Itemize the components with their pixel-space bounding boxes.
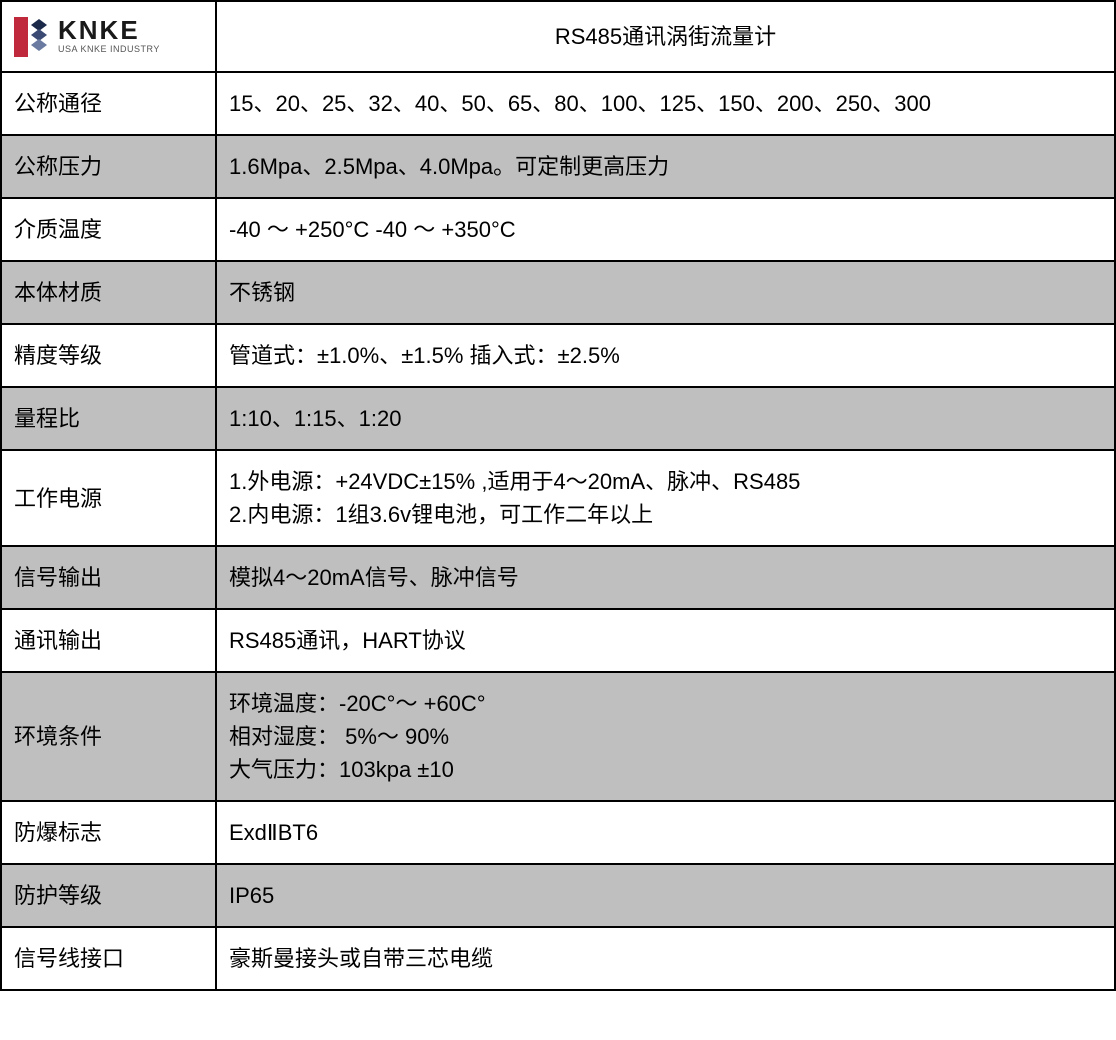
- spec-value: -40 ～ +250°C -40 ～ +350°C: [216, 198, 1115, 261]
- spec-label: 工作电源: [1, 450, 216, 546]
- page-title: RS485通讯涡街流量计: [216, 1, 1115, 72]
- spec-value: 1.6Mpa、2.5Mpa、4.0Mpa。可定制更高压力: [216, 135, 1115, 198]
- logo-cell: KNKE USA KNKE INDUSTRY: [1, 1, 216, 72]
- knke-logo-icon: [14, 15, 50, 59]
- spec-label: 防爆标志: [1, 801, 216, 864]
- spec-label: 防护等级: [1, 864, 216, 927]
- spec-value: 模拟4～20mA信号、脉冲信号: [216, 546, 1115, 609]
- table-row: 防爆标志ExdⅡBT6: [1, 801, 1115, 864]
- spec-value: IP65: [216, 864, 1115, 927]
- table-row: 精度等级管道式：±1.0%、±1.5% 插入式：±2.5%: [1, 324, 1115, 387]
- spec-value: 管道式：±1.0%、±1.5% 插入式：±2.5%: [216, 324, 1115, 387]
- logo-text: KNKE USA KNKE INDUSTRY: [58, 17, 160, 56]
- spec-label: 环境条件: [1, 672, 216, 801]
- spec-label: 公称压力: [1, 135, 216, 198]
- table-row: 信号输出模拟4～20mA信号、脉冲信号: [1, 546, 1115, 609]
- spec-label: 信号线接口: [1, 927, 216, 990]
- header-row: KNKE USA KNKE INDUSTRY RS485通讯涡街流量计: [1, 1, 1115, 72]
- spec-value: 15、20、25、32、40、50、65、80、100、125、150、200、…: [216, 72, 1115, 135]
- table-row: 信号线接口豪斯曼接头或自带三芯电缆: [1, 927, 1115, 990]
- spec-label: 量程比: [1, 387, 216, 450]
- logo-brand: KNKE: [58, 17, 160, 43]
- spec-value: 1.外电源：+24VDC±15% ,适用于4～20mA、脉冲、RS485 2.内…: [216, 450, 1115, 546]
- spec-table: KNKE USA KNKE INDUSTRY RS485通讯涡街流量计 公称通径…: [0, 0, 1116, 991]
- spec-value: RS485通讯，HART协议: [216, 609, 1115, 672]
- spec-label: 介质温度: [1, 198, 216, 261]
- table-row: 防护等级IP65: [1, 864, 1115, 927]
- table-row: 通讯输出RS485通讯，HART协议: [1, 609, 1115, 672]
- table-row: 介质温度-40 ～ +250°C -40 ～ +350°C: [1, 198, 1115, 261]
- spec-value: 不锈钢: [216, 261, 1115, 324]
- logo-sub: USA KNKE INDUSTRY: [58, 43, 160, 56]
- table-row: 公称压力1.6Mpa、2.5Mpa、4.0Mpa。可定制更高压力: [1, 135, 1115, 198]
- spec-value: ExdⅡBT6: [216, 801, 1115, 864]
- table-row: 本体材质不锈钢: [1, 261, 1115, 324]
- logo: KNKE USA KNKE INDUSTRY: [14, 15, 203, 59]
- table-row: 工作电源1.外电源：+24VDC±15% ,适用于4～20mA、脉冲、RS485…: [1, 450, 1115, 546]
- spec-value: 环境温度：-20C°～ +60C° 相对湿度： 5%～ 90% 大气压力：103…: [216, 672, 1115, 801]
- spec-value: 豪斯曼接头或自带三芯电缆: [216, 927, 1115, 990]
- spec-label: 本体材质: [1, 261, 216, 324]
- spec-value: 1:10、1:15、1:20: [216, 387, 1115, 450]
- table-row: 量程比1:10、1:15、1:20: [1, 387, 1115, 450]
- spec-label: 信号输出: [1, 546, 216, 609]
- spec-label: 公称通径: [1, 72, 216, 135]
- table-row: 环境条件环境温度：-20C°～ +60C° 相对湿度： 5%～ 90% 大气压力…: [1, 672, 1115, 801]
- spec-label: 精度等级: [1, 324, 216, 387]
- spec-label: 通讯输出: [1, 609, 216, 672]
- spec-table-body: KNKE USA KNKE INDUSTRY RS485通讯涡街流量计 公称通径…: [1, 1, 1115, 990]
- table-row: 公称通径15、20、25、32、40、50、65、80、100、125、150、…: [1, 72, 1115, 135]
